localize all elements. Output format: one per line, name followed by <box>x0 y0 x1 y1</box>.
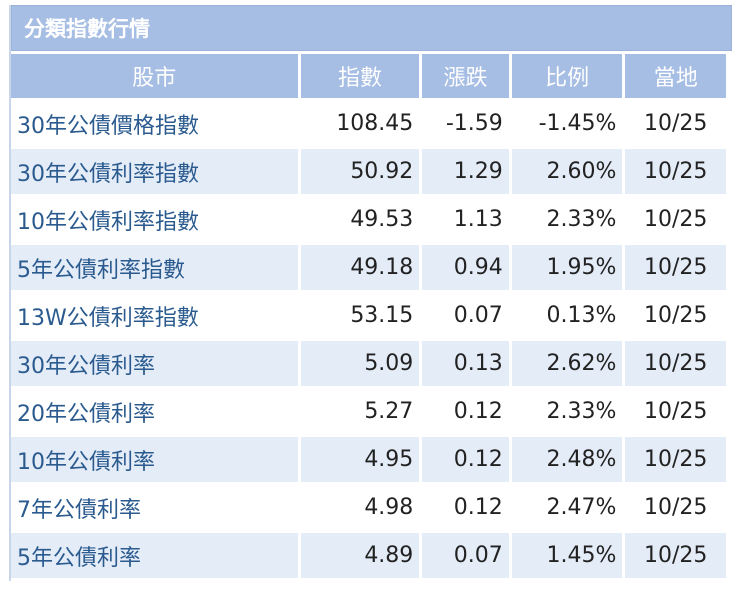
row-percent: 2.33% <box>511 389 623 434</box>
row-name[interactable]: 20年公債利率 <box>11 389 298 434</box>
index-panel: 分類指數行情 股市 指數 漲跌 比例 當地 30年公債價格指數 108.45 -1.… <box>9 5 732 581</box>
row-date: 10/25 <box>625 437 726 482</box>
column-header-percent[interactable]: 比例 <box>511 54 623 98</box>
row-change: 0.07 <box>422 533 509 578</box>
row-date: 10/25 <box>625 245 726 290</box>
row-percent: 1.95% <box>511 245 623 290</box>
column-header-local-date[interactable]: 當地 <box>625 54 726 98</box>
table-row[interactable]: 30年公債價格指數 108.45 -1.59 -1.45% 10/25 <box>11 101 726 146</box>
table-row[interactable]: 5年公債利率 4.89 0.07 1.45% 10/25 <box>11 533 726 578</box>
row-percent: 0.13% <box>511 293 623 338</box>
row-change: 0.12 <box>422 389 509 434</box>
table-header-row: 股市 指數 漲跌 比例 當地 <box>11 54 726 98</box>
table-row[interactable]: 5年公債利率指數 49.18 0.94 1.95% 10/25 <box>11 245 726 290</box>
row-date: 10/25 <box>625 101 726 146</box>
row-percent: 1.45% <box>511 533 623 578</box>
row-index-value: 4.98 <box>300 485 420 530</box>
column-header-index[interactable]: 指數 <box>300 54 420 98</box>
row-date: 10/25 <box>625 389 726 434</box>
row-change: -1.59 <box>422 101 509 146</box>
row-index-value: 50.92 <box>300 149 420 194</box>
row-change: 0.12 <box>422 485 509 530</box>
row-change: 0.12 <box>422 437 509 482</box>
row-percent: 2.60% <box>511 149 623 194</box>
row-change: 0.13 <box>422 341 509 386</box>
row-index-value: 5.27 <box>300 389 420 434</box>
row-index-value: 53.15 <box>300 293 420 338</box>
row-date: 10/25 <box>625 341 726 386</box>
index-table: 股市 指數 漲跌 比例 當地 30年公債價格指數 108.45 -1.59 -1.45… <box>8 51 729 581</box>
row-index-value: 49.18 <box>300 245 420 290</box>
row-name[interactable]: 5年公債利率 <box>11 533 298 578</box>
row-change: 1.13 <box>422 197 509 242</box>
row-name[interactable]: 5年公債利率指數 <box>11 245 298 290</box>
row-name[interactable]: 10年公債利率指數 <box>11 197 298 242</box>
row-index-value: 49.53 <box>300 197 420 242</box>
table-row[interactable]: 10年公債利率 4.95 0.12 2.48% 10/25 <box>11 437 726 482</box>
row-change: 0.07 <box>422 293 509 338</box>
row-percent: 2.48% <box>511 437 623 482</box>
table-row[interactable]: 7年公債利率 4.98 0.12 2.47% 10/25 <box>11 485 726 530</box>
row-name[interactable]: 13W公債利率指數 <box>11 293 298 338</box>
row-index-value: 108.45 <box>300 101 420 146</box>
column-header-change[interactable]: 漲跌 <box>422 54 509 98</box>
row-name[interactable]: 7年公債利率 <box>11 485 298 530</box>
row-name[interactable]: 30年公債利率 <box>11 341 298 386</box>
row-index-value: 4.95 <box>300 437 420 482</box>
row-date: 10/25 <box>625 197 726 242</box>
row-percent: 2.62% <box>511 341 623 386</box>
row-name[interactable]: 30年公債價格指數 <box>11 101 298 146</box>
row-name[interactable]: 30年公債利率指數 <box>11 149 298 194</box>
row-index-value: 5.09 <box>300 341 420 386</box>
row-date: 10/25 <box>625 485 726 530</box>
column-header-market[interactable]: 股市 <box>11 54 298 98</box>
row-name[interactable]: 10年公債利率 <box>11 437 298 482</box>
row-percent: -1.45% <box>511 101 623 146</box>
table-row[interactable]: 30年公債利率 5.09 0.13 2.62% 10/25 <box>11 341 726 386</box>
row-date: 10/25 <box>625 149 726 194</box>
row-change: 0.94 <box>422 245 509 290</box>
row-index-value: 4.89 <box>300 533 420 578</box>
row-date: 10/25 <box>625 533 726 578</box>
row-percent: 2.33% <box>511 197 623 242</box>
table-row[interactable]: 30年公債利率指數 50.92 1.29 2.60% 10/25 <box>11 149 726 194</box>
row-change: 1.29 <box>422 149 509 194</box>
table-row[interactable]: 20年公債利率 5.27 0.12 2.33% 10/25 <box>11 389 726 434</box>
row-percent: 2.47% <box>511 485 623 530</box>
panel-title: 分類指數行情 <box>11 5 732 51</box>
row-date: 10/25 <box>625 293 726 338</box>
table-row[interactable]: 13W公債利率指數 53.15 0.07 0.13% 10/25 <box>11 293 726 338</box>
table-row[interactable]: 10年公債利率指數 49.53 1.13 2.33% 10/25 <box>11 197 726 242</box>
